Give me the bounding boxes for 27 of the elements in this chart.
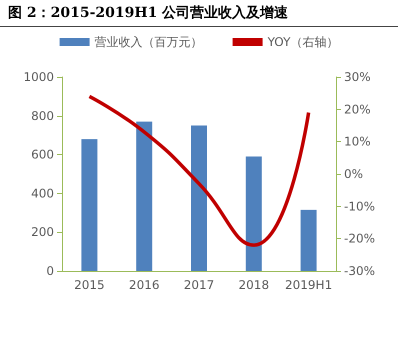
legend-label: YOY（右轴） [266,35,338,49]
bar [136,122,152,271]
y-tick-label: 800 [31,108,54,123]
y-tick-label: 1000 [23,70,54,84]
y-tick-label: 200 [31,225,54,240]
x-tick-label: 2015 [74,278,105,292]
y-tick-label: 400 [31,186,54,200]
bar [246,156,262,271]
y2-tick-label: 30% [344,70,371,84]
y2-tick-label: 0% [344,167,364,181]
y2-tick-label: -30% [344,264,376,278]
y2-tick-label: 20% [344,102,371,116]
y2-tick-label: -20% [344,232,376,246]
x-tick-label: 2016 [128,278,160,292]
bar [81,139,98,271]
bar [191,126,207,271]
bar [300,210,317,271]
chart-title: 图 2：2015-2019H1 公司营业收入及增速 [0,0,398,27]
y2-tick-label: 10% [344,134,371,149]
x-tick-label: 2017 [184,278,214,292]
x-tick-label: 2019H1 [285,278,332,292]
legend-label: 营业收入（百万元） [94,35,203,49]
y2-tick-label: -10% [344,199,376,214]
y-tick-label: 600 [31,148,54,162]
y-tick-label: 0 [46,264,54,278]
x-tick-label: 2018 [238,278,270,292]
line-series [88,94,310,247]
